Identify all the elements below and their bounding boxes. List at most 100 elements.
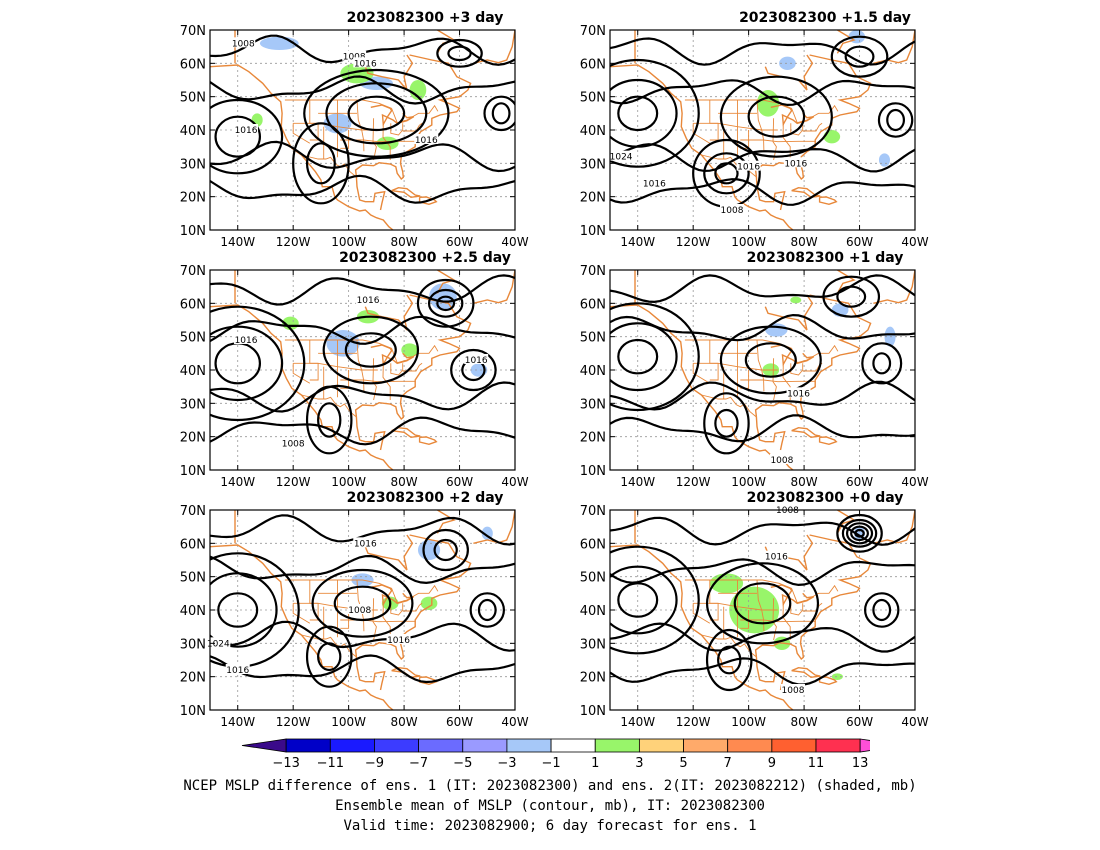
border-line xyxy=(372,118,377,161)
isobar-contour xyxy=(416,278,475,328)
colorbar-label: 7 xyxy=(724,756,732,771)
lat-tick-label: 40N xyxy=(180,364,206,379)
negative-anomaly-shading xyxy=(878,153,891,167)
contour-label-bg xyxy=(786,387,811,398)
lon-tick-label: 120W xyxy=(676,715,711,729)
lat-tick-label: 10N xyxy=(580,224,606,239)
isobar-contour xyxy=(610,322,678,392)
map-panel-plus1-5: 2023082300 +1.5 day 1008 1016 1016 1016 1024… xyxy=(565,10,955,250)
lon-tick-label: 120W xyxy=(276,235,311,249)
border-line xyxy=(390,363,404,376)
colorbar-swatch xyxy=(329,738,375,753)
isobar-contour xyxy=(822,275,881,318)
border-line xyxy=(709,340,719,381)
isobar-contour xyxy=(719,325,822,395)
contour-label: 1016 xyxy=(765,553,788,563)
lat-tick-label: 20N xyxy=(180,191,206,206)
border-line xyxy=(692,363,711,384)
contour-label: 1016 xyxy=(226,666,249,676)
coastline xyxy=(418,436,438,446)
lon-tick-label: 60W xyxy=(446,235,473,249)
map-plot-area xyxy=(610,270,915,470)
border-line xyxy=(402,122,423,132)
coastline xyxy=(754,294,872,421)
isobar-contour xyxy=(610,558,915,587)
map-panel-plus0: 2023082300 +0 day 1008 1016 1008 10N 20N 30N 4… xyxy=(565,490,955,730)
contour-label-bg xyxy=(642,177,667,188)
contour-label: 1016 xyxy=(787,389,810,399)
border-line xyxy=(340,130,350,149)
lat-tick-label: 60N xyxy=(180,57,206,72)
isobar-contour xyxy=(610,657,915,686)
lat-tick-label: 20N xyxy=(180,671,206,686)
positive-anomaly-shading xyxy=(409,80,427,100)
positive-anomaly-shading xyxy=(790,296,802,304)
lat-tick-label: 50N xyxy=(180,571,206,586)
contour-label-bg xyxy=(353,537,378,548)
border-line xyxy=(782,124,791,160)
colorbar-swatch xyxy=(418,738,464,753)
lat-tick-label: 50N xyxy=(180,331,206,346)
isobar-contour xyxy=(863,592,900,628)
lon-tick-label: 60W xyxy=(846,475,873,489)
coastline xyxy=(364,54,414,91)
contour-label: 1024 xyxy=(610,153,633,163)
coastline xyxy=(836,30,856,54)
lon-tick-label: 120W xyxy=(676,475,711,489)
colorbar-swatch xyxy=(506,738,552,753)
isobar-contour xyxy=(210,514,515,546)
isobar-contour xyxy=(436,38,483,68)
isobar-contour xyxy=(214,115,262,158)
isobar-contour xyxy=(610,302,700,412)
lat-tick-label: 40N xyxy=(580,124,606,139)
lat-tick-label: 60N xyxy=(580,57,606,72)
lat-tick-label: 70N xyxy=(180,264,206,279)
isobar-contour xyxy=(210,381,515,413)
isobar-contour xyxy=(469,592,506,628)
isobar-contour xyxy=(214,342,262,385)
mslp-map: 1016 1016 1016 1008 10N 20N 30N 40N 50N 60N 70N 140… xyxy=(180,264,529,489)
contour-label-bg xyxy=(720,204,744,214)
coastline xyxy=(355,656,386,691)
contour-label: 1016 xyxy=(387,636,410,646)
lat-tick-label: 50N xyxy=(580,91,606,106)
isobar-contour xyxy=(610,79,915,107)
coastline xyxy=(370,584,415,607)
coastline xyxy=(370,104,415,127)
lon-tick-label: 80W xyxy=(391,235,418,249)
coastline xyxy=(770,104,815,127)
contour-label: 1016 xyxy=(643,179,666,189)
lat-tick-label: 20N xyxy=(580,431,606,446)
lon-tick-label: 140W xyxy=(620,715,655,729)
lat-tick-label: 10N xyxy=(180,704,206,719)
contour-label: 1008 xyxy=(770,456,793,466)
contour-label-bg xyxy=(736,160,761,171)
lat-tick-label: 30N xyxy=(180,157,206,172)
isobar-contour xyxy=(617,95,659,132)
coastline xyxy=(873,30,915,64)
border-line xyxy=(790,603,804,616)
border-line xyxy=(390,123,404,136)
contour-label-bg xyxy=(781,684,805,694)
contour-label: 1016 xyxy=(415,136,438,146)
colorbar-swatch xyxy=(550,738,596,753)
border-line xyxy=(284,579,439,604)
lon-tick-label: 40W xyxy=(901,715,928,729)
isobar-contour xyxy=(344,332,397,368)
caption-line-3: Valid time: 2023082900; 6 day forecast f… xyxy=(343,818,757,834)
coastline xyxy=(391,186,421,199)
isobar-contour xyxy=(292,122,350,205)
lat-tick-label: 50N xyxy=(580,571,606,586)
contour-label: 1016 xyxy=(465,356,488,366)
border-line xyxy=(684,579,839,604)
lat-tick-label: 70N xyxy=(580,264,606,279)
colorbar: −13 −11 −9 −7 −5 −3 −1 1 3 5 7 9 11 13 xyxy=(241,738,870,771)
isobar-contour xyxy=(610,516,915,546)
coastline xyxy=(791,666,821,679)
contour-label-bg xyxy=(386,634,411,644)
isobar-contour xyxy=(747,95,806,138)
positive-anomaly-shading xyxy=(420,596,438,610)
positive-anomaly-shading xyxy=(401,343,418,357)
colorbar-arrow-left xyxy=(241,738,287,753)
border-line xyxy=(693,122,778,131)
